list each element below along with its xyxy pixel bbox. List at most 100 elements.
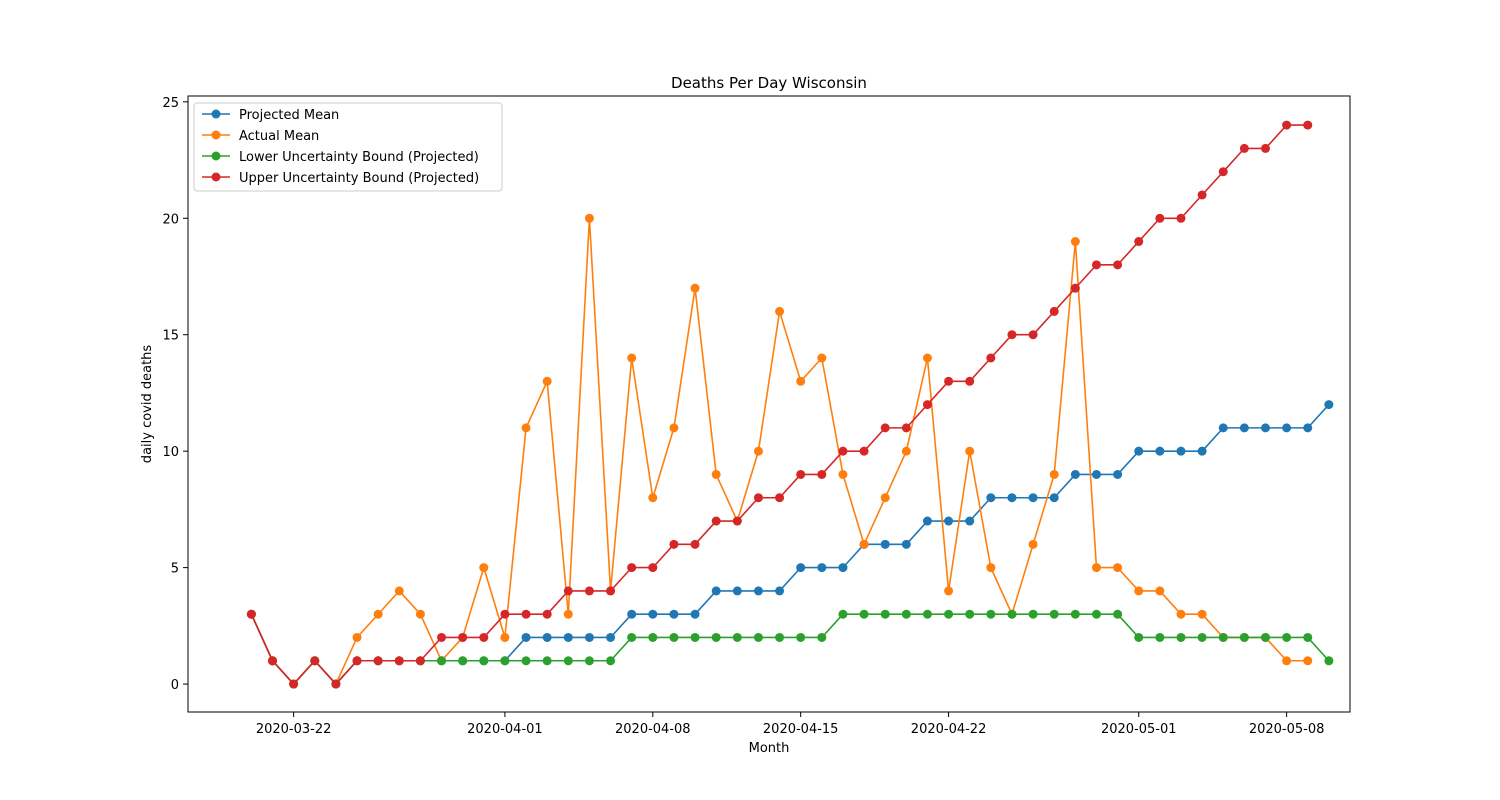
data-point xyxy=(1134,446,1144,456)
data-point xyxy=(1260,143,1270,153)
data-point xyxy=(1113,609,1123,619)
data-point xyxy=(838,446,848,456)
data-point xyxy=(690,283,700,293)
legend: Projected Mean Actual Mean Lower Uncertain… xyxy=(193,102,503,192)
data-point xyxy=(669,632,679,642)
data-point xyxy=(1091,563,1101,573)
data-point xyxy=(838,469,848,479)
data-point xyxy=(753,586,763,596)
legend-item: Projected Mean xyxy=(202,108,339,123)
data-point xyxy=(1303,656,1313,666)
x-axis-label: Month xyxy=(749,741,790,756)
data-point xyxy=(775,493,785,503)
legend-item: Actual Mean xyxy=(202,129,319,144)
data-point xyxy=(1324,656,1334,666)
data-point xyxy=(1113,563,1123,573)
data-point xyxy=(542,376,552,386)
data-point xyxy=(1303,423,1313,433)
data-point xyxy=(732,586,742,596)
data-point xyxy=(1134,237,1144,247)
x-axis: 2020-03-22 2020-04-01 2020-04-08 2020-04-15… xyxy=(256,712,1325,737)
data-point xyxy=(563,656,573,666)
data-point xyxy=(415,609,425,619)
data-point xyxy=(775,586,785,596)
data-point xyxy=(352,656,362,666)
y-tick-label: 25 xyxy=(162,96,179,111)
data-point xyxy=(1176,609,1186,619)
legend-label: Projected Mean xyxy=(239,108,339,123)
data-point xyxy=(1049,306,1059,316)
data-point xyxy=(1070,469,1080,479)
data-point xyxy=(901,423,911,433)
data-point xyxy=(1239,143,1249,153)
data-point xyxy=(1070,237,1080,247)
x-tick-label: 2020-04-22 xyxy=(911,722,987,737)
data-point xyxy=(331,679,341,689)
data-point xyxy=(753,446,763,456)
data-point xyxy=(1134,586,1144,596)
data-point xyxy=(838,563,848,573)
data-point xyxy=(1197,609,1207,619)
data-point xyxy=(1155,213,1165,223)
data-point xyxy=(627,563,637,573)
data-point xyxy=(627,353,637,363)
data-point xyxy=(838,609,848,619)
x-tick-label: 2020-05-01 xyxy=(1101,722,1177,737)
data-point xyxy=(1218,167,1228,177)
data-point xyxy=(944,609,954,619)
data-point xyxy=(944,586,954,596)
y-tick-label: 10 xyxy=(162,445,179,460)
data-point xyxy=(394,586,404,596)
data-point xyxy=(986,609,996,619)
x-tick-label: 2020-05-08 xyxy=(1249,722,1325,737)
y-tick-label: 20 xyxy=(162,212,179,227)
data-point xyxy=(880,609,890,619)
data-point xyxy=(944,516,954,526)
data-point xyxy=(1176,446,1186,456)
data-point xyxy=(479,563,489,573)
data-point xyxy=(268,656,278,666)
data-point xyxy=(669,609,679,619)
data-point xyxy=(1218,423,1228,433)
data-point xyxy=(479,656,489,666)
data-point xyxy=(1239,423,1249,433)
data-point xyxy=(1155,586,1165,596)
data-point xyxy=(1197,632,1207,642)
data-point xyxy=(521,656,531,666)
legend-item: Upper Uncertainty Bound (Projected) xyxy=(202,171,479,186)
data-point xyxy=(500,609,510,619)
data-point xyxy=(500,632,510,642)
data-point xyxy=(1282,423,1292,433)
data-point xyxy=(1091,469,1101,479)
data-point xyxy=(796,563,806,573)
data-point xyxy=(289,679,299,689)
data-point xyxy=(1028,493,1038,503)
data-point xyxy=(1028,330,1038,340)
data-point xyxy=(584,586,594,596)
chart-title: Deaths Per Day Wisconsin xyxy=(671,74,867,92)
data-point xyxy=(1176,632,1186,642)
data-point xyxy=(1155,632,1165,642)
data-point xyxy=(711,516,721,526)
data-point xyxy=(753,632,763,642)
data-point xyxy=(986,493,996,503)
data-point xyxy=(458,656,468,666)
legend-item: Lower Uncertainty Bound (Projected) xyxy=(202,150,479,165)
data-point xyxy=(1007,330,1017,340)
data-point xyxy=(500,656,510,666)
data-point xyxy=(1028,609,1038,619)
legend-marker xyxy=(211,172,221,182)
data-point xyxy=(986,353,996,363)
legend-marker xyxy=(211,130,221,140)
data-point xyxy=(986,563,996,573)
data-point xyxy=(648,563,658,573)
data-point xyxy=(1197,446,1207,456)
data-point xyxy=(1260,632,1270,642)
data-point xyxy=(1303,120,1313,130)
data-point xyxy=(1070,283,1080,293)
data-point xyxy=(563,609,573,619)
x-tick-label: 2020-03-22 xyxy=(256,722,332,737)
data-point xyxy=(584,213,594,223)
data-point xyxy=(373,609,383,619)
y-axis-label: daily covid deaths xyxy=(140,345,155,464)
